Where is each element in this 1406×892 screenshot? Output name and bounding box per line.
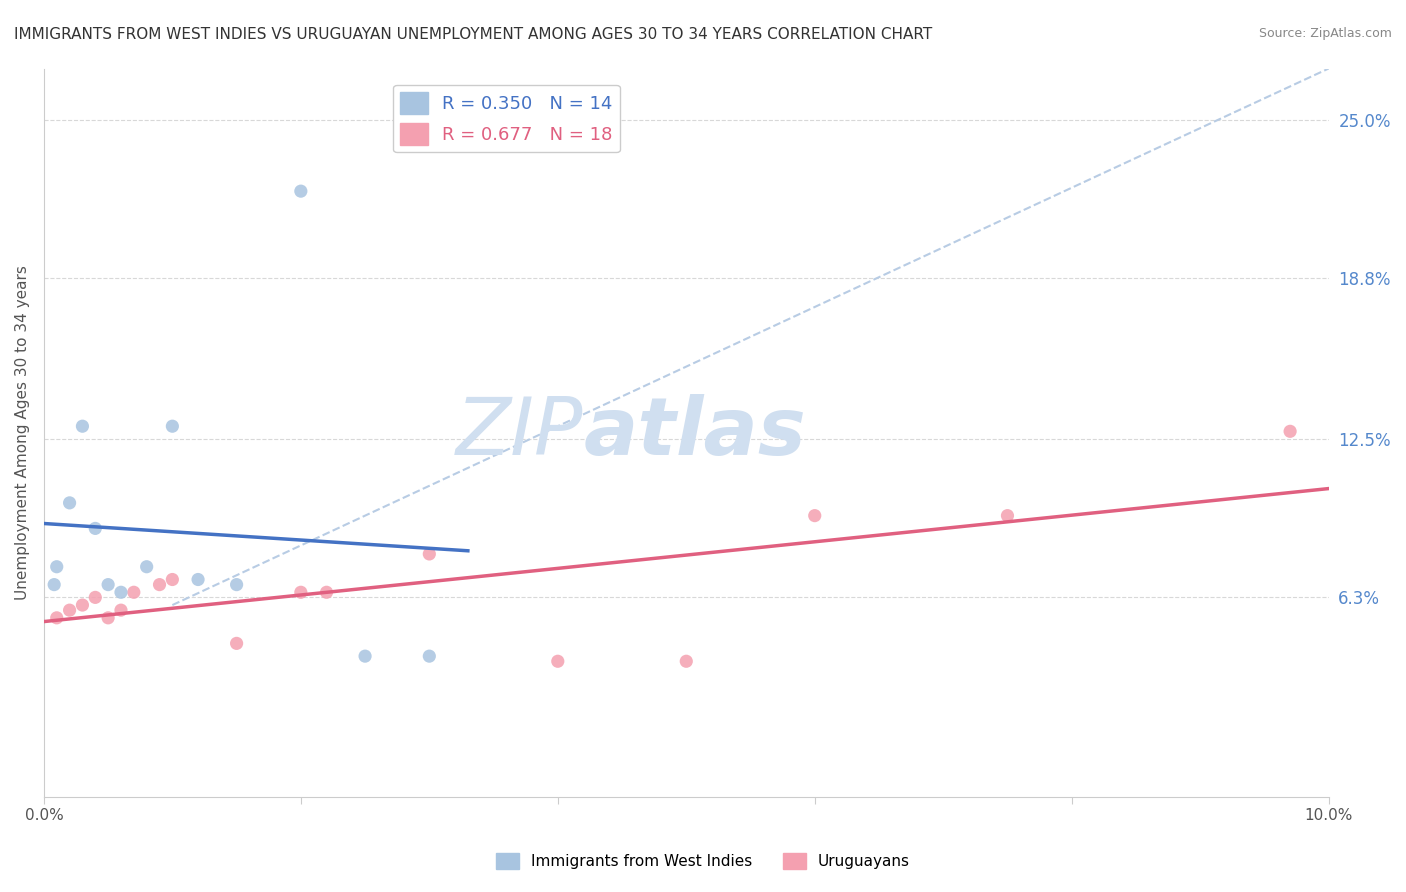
Point	[675, 654, 697, 668]
Text: Source: ZipAtlas.com: Source: ZipAtlas.com	[1258, 27, 1392, 40]
Point	[225, 636, 247, 650]
Point	[997, 508, 1019, 523]
Point	[110, 585, 132, 599]
Point	[84, 521, 107, 535]
Point	[72, 419, 94, 434]
Point	[72, 598, 94, 612]
Point	[1279, 425, 1302, 439]
Point	[290, 585, 312, 599]
Y-axis label: Unemployment Among Ages 30 to 34 years: Unemployment Among Ages 30 to 34 years	[15, 265, 30, 600]
Point	[354, 649, 377, 664]
Point	[315, 585, 337, 599]
Point	[122, 585, 145, 599]
Legend: R = 0.350   N = 14, R = 0.677   N = 18: R = 0.350 N = 14, R = 0.677 N = 18	[394, 85, 620, 153]
Point	[290, 184, 312, 198]
Point	[547, 654, 569, 668]
Point	[148, 577, 170, 591]
Point	[97, 611, 120, 625]
Point	[110, 603, 132, 617]
Point	[84, 591, 107, 605]
Text: ZIP: ZIP	[456, 393, 583, 472]
Point	[45, 559, 67, 574]
Point	[45, 611, 67, 625]
Point	[44, 577, 66, 591]
Point	[187, 573, 209, 587]
Point	[803, 508, 825, 523]
Point	[418, 547, 440, 561]
Text: IMMIGRANTS FROM WEST INDIES VS URUGUAYAN UNEMPLOYMENT AMONG AGES 30 TO 34 YEARS : IMMIGRANTS FROM WEST INDIES VS URUGUAYAN…	[14, 27, 932, 42]
Point	[162, 419, 184, 434]
Text: atlas: atlas	[583, 393, 806, 472]
Legend: Immigrants from West Indies, Uruguayans: Immigrants from West Indies, Uruguayans	[489, 847, 917, 875]
Point	[225, 577, 247, 591]
Point	[135, 559, 157, 574]
Point	[58, 496, 80, 510]
Point	[162, 573, 184, 587]
Point	[418, 649, 440, 664]
Point	[58, 603, 80, 617]
Point	[97, 577, 120, 591]
